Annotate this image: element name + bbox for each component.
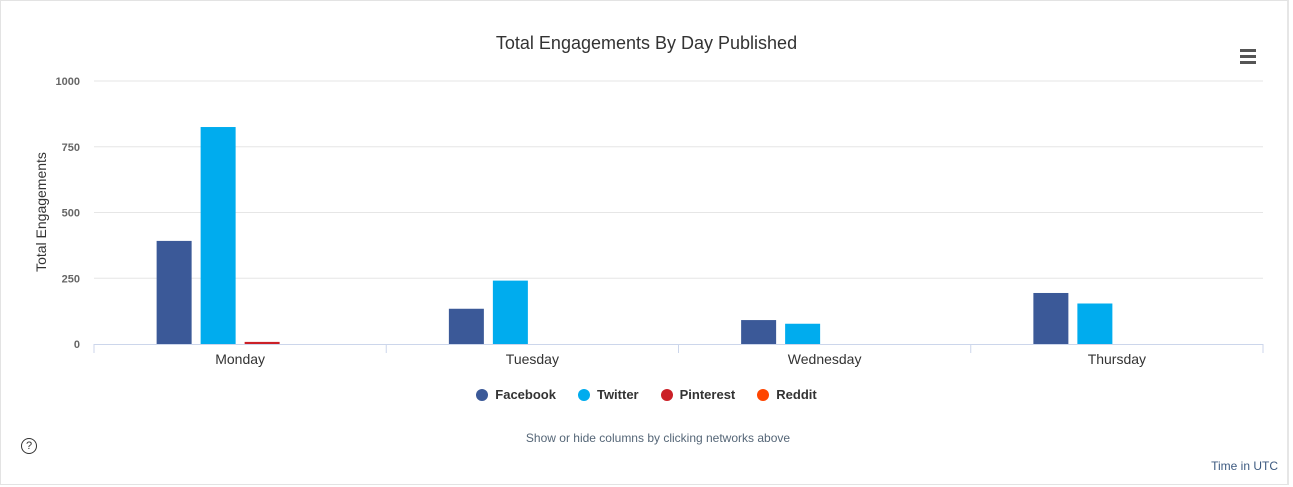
chart-menu-button[interactable] — [1240, 49, 1262, 67]
legend-marker-icon — [660, 388, 673, 401]
timezone-note: Time in UTC — [1211, 459, 1278, 473]
question-circle-icon[interactable]: ? — [21, 438, 37, 454]
bar-facebook-monday — [156, 240, 192, 344]
x-tick-label: Wednesday — [788, 351, 862, 367]
y-tick-label: 0 — [74, 339, 80, 351]
bar-facebook-wednesday — [741, 320, 777, 344]
legend-marker-icon — [577, 388, 590, 401]
x-tick-label: Monday — [215, 351, 265, 367]
y-tick-label: 750 — [62, 142, 80, 154]
bar-twitter-wednesday — [785, 323, 821, 344]
legend-label: Pinterest — [679, 387, 736, 402]
legend-marker-icon — [757, 388, 770, 401]
chart-title: Total Engagements By Day Published — [495, 33, 798, 53]
hamburger-menu-icon — [1240, 49, 1256, 52]
legend-marker-icon — [476, 388, 489, 401]
legend-label: Reddit — [776, 387, 817, 402]
x-tick-label: Tuesday — [506, 351, 559, 367]
legend-label: Twitter — [596, 387, 639, 402]
y-tick-label: 250 — [62, 273, 80, 285]
bar-twitter-tuesday — [492, 280, 528, 344]
legend-label: Facebook — [495, 387, 556, 402]
grid-lines — [94, 80, 1263, 279]
legend-item-reddit[interactable]: Reddit — [757, 387, 817, 402]
bar-pinterest-monday — [244, 341, 280, 344]
y-tick-label: 1000 — [56, 76, 80, 88]
bars — [156, 127, 1113, 345]
legend-item-twitter[interactable]: Twitter — [577, 387, 639, 402]
legend-item-facebook[interactable]: Facebook — [476, 387, 556, 402]
legend: Facebook Twitter Pinterest Reddit — [0, 387, 1293, 402]
bar-twitter-thursday — [1077, 303, 1113, 344]
bar-facebook-tuesday — [448, 308, 484, 344]
bar-facebook-thursday — [1033, 292, 1069, 344]
x-axis: Monday Tuesday Wednesday Thursday — [93, 344, 1264, 367]
y-axis-ticks: 0 250 500 750 1000 — [56, 76, 80, 351]
hint-text: Show or hide columns by clicking network… — [525, 431, 791, 445]
y-tick-label: 500 — [62, 208, 80, 220]
bar-twitter-monday — [200, 127, 236, 345]
x-tick-label: Thursday — [1088, 351, 1146, 367]
legend-item-pinterest[interactable]: Pinterest — [660, 387, 736, 402]
